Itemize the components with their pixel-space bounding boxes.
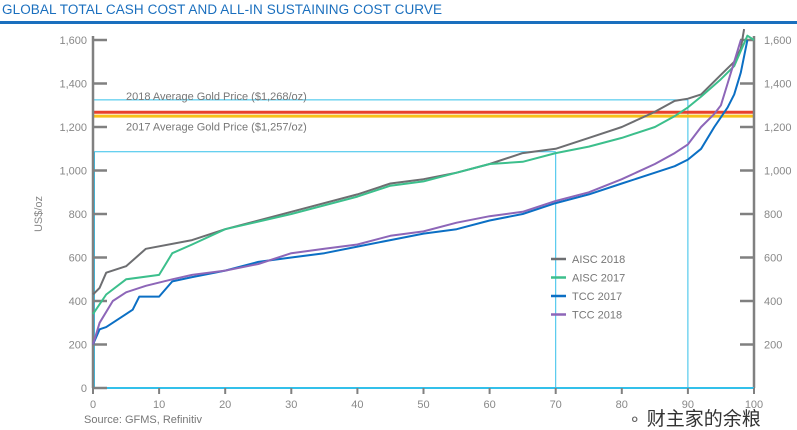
x-tick-label: 60 xyxy=(483,399,495,411)
right-y-tick-label: 200 xyxy=(764,340,782,352)
title-underline xyxy=(0,21,797,24)
y-tick-label: 200 xyxy=(69,340,87,352)
y-tick-label: 0 xyxy=(81,383,87,395)
y-tick-label: 400 xyxy=(69,296,87,308)
x-tick-label: 40 xyxy=(351,399,363,411)
legend-label: AISC 2018 xyxy=(572,254,625,266)
right-y-tick-label: 800 xyxy=(764,209,782,221)
legend-label: AISC 2017 xyxy=(572,273,625,285)
x-tick-label: 90 xyxy=(682,399,694,411)
series-line-aisc-2017 xyxy=(92,34,755,315)
y-tick-label: 800 xyxy=(69,209,87,221)
legend-label: TCC 2017 xyxy=(572,291,622,303)
x-tick-label: 70 xyxy=(550,399,562,411)
y-tick-label: 600 xyxy=(69,253,87,265)
y-tick-label: 1,400 xyxy=(59,79,87,91)
x-tick-label: 30 xyxy=(285,399,297,411)
series-line-tcc-2017 xyxy=(92,39,749,345)
x-tick-label: 10 xyxy=(153,399,165,411)
watermark-text: 财主家的余粮 xyxy=(646,409,761,430)
series-line-tcc-2018 xyxy=(92,39,742,345)
x-tick-label: 50 xyxy=(417,399,429,411)
wechat-icon: ⚬ xyxy=(628,412,642,429)
x-tick-label: 0 xyxy=(90,399,96,411)
gold-price-label: 2017 Average Gold Price ($1,257/oz) xyxy=(126,122,307,134)
y-axis-label: US$/oz xyxy=(33,196,45,232)
chart-title: GLOBAL TOTAL CASH COST AND ALL-IN SUSTAI… xyxy=(2,2,443,17)
x-tick-label: 80 xyxy=(616,399,628,411)
series-line-aisc-2018 xyxy=(92,28,746,296)
y-tick-label: 1,600 xyxy=(59,35,87,47)
right-y-tick-label: 400 xyxy=(764,296,782,308)
legend-label: TCC 2018 xyxy=(572,310,622,322)
right-y-tick-label: 600 xyxy=(764,253,782,265)
y-tick-label: 1,000 xyxy=(59,166,87,178)
right-y-tick-label: 1,400 xyxy=(764,79,792,91)
watermark: ⚬ 财主家的余粮 xyxy=(628,410,761,430)
right-y-tick-label: 1,200 xyxy=(764,122,792,134)
right-y-tick-label: 1,600 xyxy=(764,35,792,47)
x-tick-label: 20 xyxy=(219,399,231,411)
x-tick-label: 100 xyxy=(745,399,763,411)
y-tick-label: 1,200 xyxy=(59,122,87,134)
source-note: Source: GFMS, Refinitiv xyxy=(84,414,202,426)
gold-price-label: 2018 Average Gold Price ($1,268/oz) xyxy=(126,91,307,103)
right-y-tick-label: 1,000 xyxy=(764,166,792,178)
